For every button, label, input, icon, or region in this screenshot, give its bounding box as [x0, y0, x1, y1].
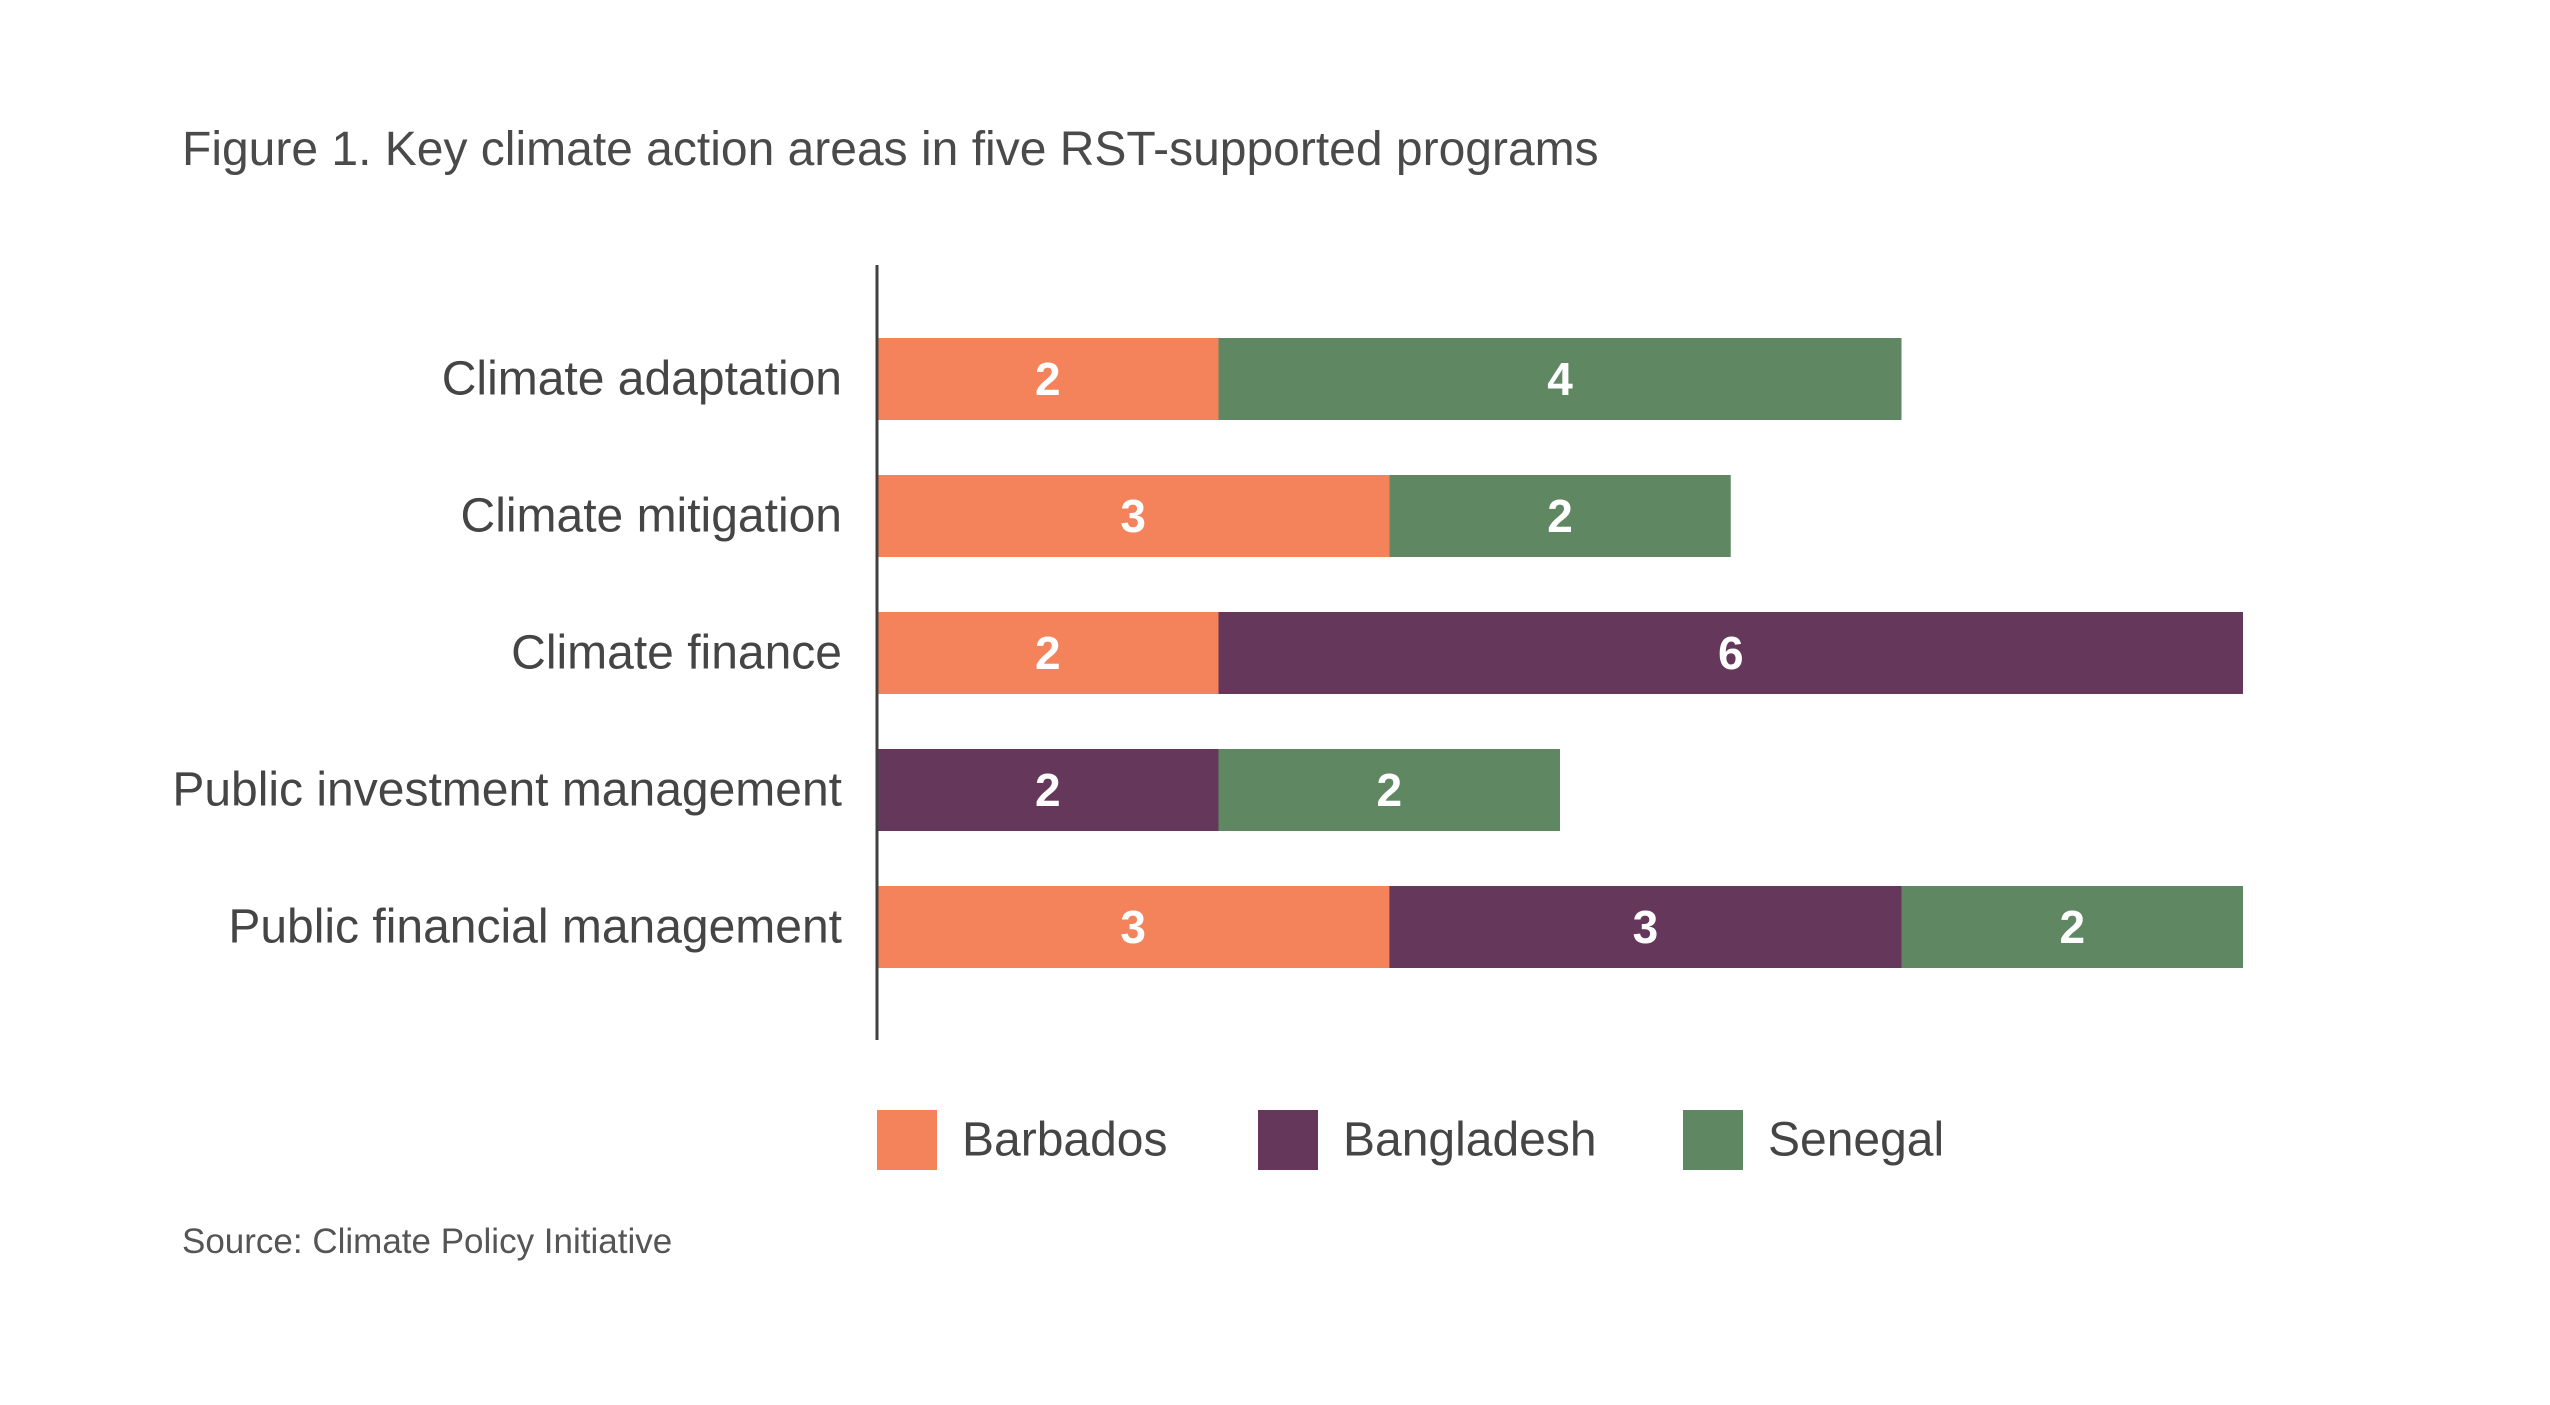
bar-bangladesh-public-financial-management: [1389, 886, 1902, 968]
category-label-public-investment-management: Public investment management: [172, 764, 842, 817]
bar-bangladesh-climate-finance: [1218, 612, 2243, 694]
category-label-public-financial-management: Public financial management: [228, 901, 842, 954]
legend-label-bangladesh: Bangladesh: [1343, 1114, 1597, 1167]
bar-barbados-climate-finance: [877, 612, 1219, 694]
bar-barbados-climate-adaptation: [877, 338, 1219, 420]
category-label-climate-finance: Climate finance: [511, 627, 842, 680]
category-label-climate-mitigation: Climate mitigation: [461, 490, 842, 543]
chart-title: Figure 1. Key climate action areas in fi…: [182, 123, 1599, 176]
bar-barbados-climate-mitigation: [877, 475, 1390, 557]
data-label-senegal-climate-mitigation: 2: [1547, 490, 1573, 542]
bar-senegal-public-financial-management: [1901, 886, 2243, 968]
category-label-climate-adaptation: Climate adaptation: [442, 353, 842, 406]
bar-barbados-public-financial-management: [877, 886, 1390, 968]
legend-swatch-bangladesh: [1258, 1110, 1318, 1170]
data-label-senegal-climate-adaptation: 4: [1547, 353, 1573, 405]
legend-label-senegal: Senegal: [1768, 1114, 1944, 1167]
bar-bangladesh-public-investment-management: [877, 749, 1219, 831]
data-label-senegal-public-investment-management: 2: [1376, 764, 1402, 816]
bar-senegal-climate-mitigation: [1389, 475, 1731, 557]
data-label-barbados-climate-mitigation: 3: [1120, 490, 1146, 542]
category-labels: Climate adaptation Climate mitigation Clim…: [172, 353, 842, 954]
data-label-barbados-public-financial-management: 3: [1120, 901, 1146, 953]
data-label-barbados-climate-adaptation: 2: [1035, 353, 1061, 405]
legend-swatch-senegal: [1683, 1110, 1743, 1170]
source-note: Source: Climate Policy Initiative: [182, 1222, 673, 1261]
legend-label-barbados: Barbados: [962, 1114, 1167, 1167]
legend: Barbados Bangladesh Senegal: [877, 1110, 1944, 1170]
data-label-bangladesh-public-investment-management: 2: [1035, 764, 1061, 816]
data-label-bangladesh-climate-finance: 6: [1718, 627, 1744, 679]
legend-swatch-barbados: [877, 1110, 937, 1170]
data-label-barbados-climate-finance: 2: [1035, 627, 1061, 679]
data-label-senegal-public-financial-management: 2: [2059, 901, 2085, 953]
data-label-bangladesh-public-financial-management: 3: [1633, 901, 1659, 953]
bar-senegal-climate-adaptation: [1218, 338, 1902, 420]
bars-group: 2 4 3 2 2 6 2 2 3 3 2: [877, 338, 2243, 968]
bar-senegal-public-investment-management: [1218, 749, 1560, 831]
